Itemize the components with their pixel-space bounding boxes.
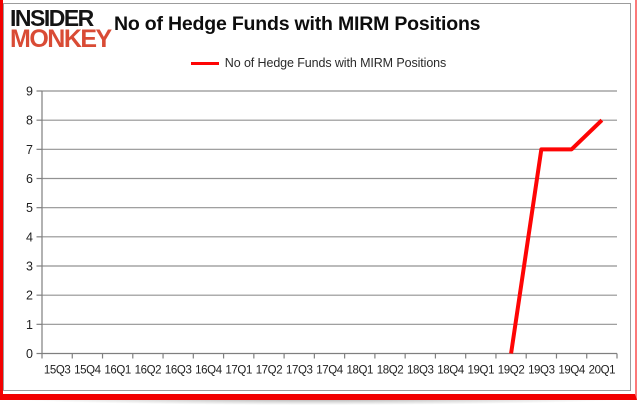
chart-container: [3, 3, 631, 391]
svg-text:2: 2: [26, 289, 33, 303]
legend: No of Hedge Funds with MIRM Positions: [0, 56, 637, 70]
svg-text:18Q2: 18Q2: [377, 365, 404, 377]
svg-text:17Q1: 17Q1: [225, 365, 252, 377]
svg-text:18Q3: 18Q3: [407, 365, 434, 377]
svg-text:19Q4: 19Q4: [558, 365, 586, 377]
svg-text:17Q3: 17Q3: [286, 365, 313, 377]
svg-text:0: 0: [26, 347, 33, 361]
legend-label: No of Hedge Funds with MIRM Positions: [224, 56, 447, 70]
logo-word-monkey: MONKEY: [10, 25, 112, 53]
svg-text:17Q2: 17Q2: [256, 365, 283, 377]
svg-text:16Q3: 16Q3: [165, 365, 192, 377]
svg-text:6: 6: [26, 172, 33, 186]
svg-text:15Q3: 15Q3: [44, 365, 71, 377]
svg-text:16Q4: 16Q4: [195, 365, 223, 377]
svg-text:8: 8: [26, 114, 33, 128]
svg-text:15Q4: 15Q4: [74, 365, 102, 377]
chart-title: No of Hedge Funds with MIRM Positions: [114, 13, 481, 35]
svg-text:19Q1: 19Q1: [468, 365, 495, 377]
svg-text:18Q1: 18Q1: [346, 365, 373, 377]
svg-text:20Q1: 20Q1: [589, 365, 616, 377]
svg-text:18Q4: 18Q4: [437, 365, 465, 377]
svg-text:5: 5: [26, 201, 33, 215]
svg-text:16Q2: 16Q2: [135, 365, 162, 377]
svg-text:3: 3: [26, 260, 33, 274]
svg-text:9: 9: [26, 85, 33, 99]
svg-text:19Q3: 19Q3: [528, 365, 555, 377]
svg-text:16Q1: 16Q1: [104, 365, 131, 377]
legend-line-swatch: [190, 61, 219, 65]
svg-text:4: 4: [26, 230, 33, 244]
svg-text:19Q2: 19Q2: [498, 365, 525, 377]
svg-text:7: 7: [26, 143, 33, 157]
svg-text:17Q4: 17Q4: [316, 365, 344, 377]
svg-text:1: 1: [26, 318, 33, 332]
insider-monkey-logo: INSIDER MONKEY: [10, 7, 114, 52]
logo-word-insider: INSIDER: [10, 5, 94, 31]
